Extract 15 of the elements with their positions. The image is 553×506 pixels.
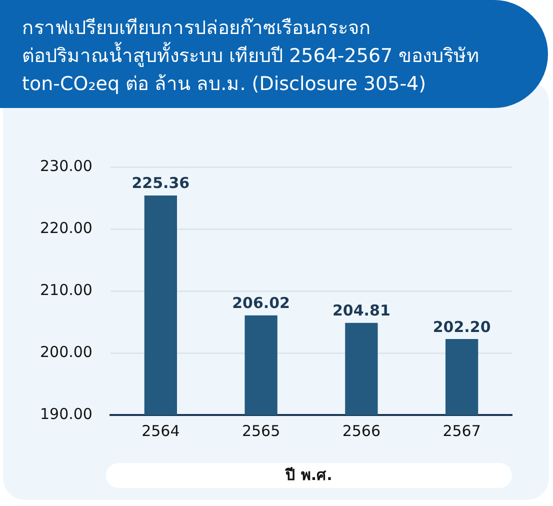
y-tick-label: 200.00 [40,342,92,361]
data-label: 204.81 [332,302,390,320]
x-tick-label: 2567 [442,422,481,440]
data-label: 202.20 [432,318,491,336]
x-tick-label: 2564 [142,422,180,440]
data-label: 206.02 [232,294,290,312]
y-tick-label: 230.00 [40,156,92,175]
x-axis-title: ปี พ.ศ. [106,463,512,488]
y-tick-label: 210.00 [40,280,92,299]
chart-title: กราฟเปรียบเทียบการปล่อยก๊าซเรือนกระจก ต่อปริมาณน้ำสูบทั้งระบบ เทียบปี 2564-2567 ของบริษัท ton-CO₂eq ต่อ ล้าน ลบ.ม. (Disclosure 305-4) [22,16,481,97]
y-tick-label: 190.00 [40,404,92,423]
data-label: 225.36 [132,174,190,192]
y-tick-label: 220.00 [40,218,92,237]
x-tick-label: 2566 [342,422,381,440]
x-tick-label: 2565 [242,422,280,440]
